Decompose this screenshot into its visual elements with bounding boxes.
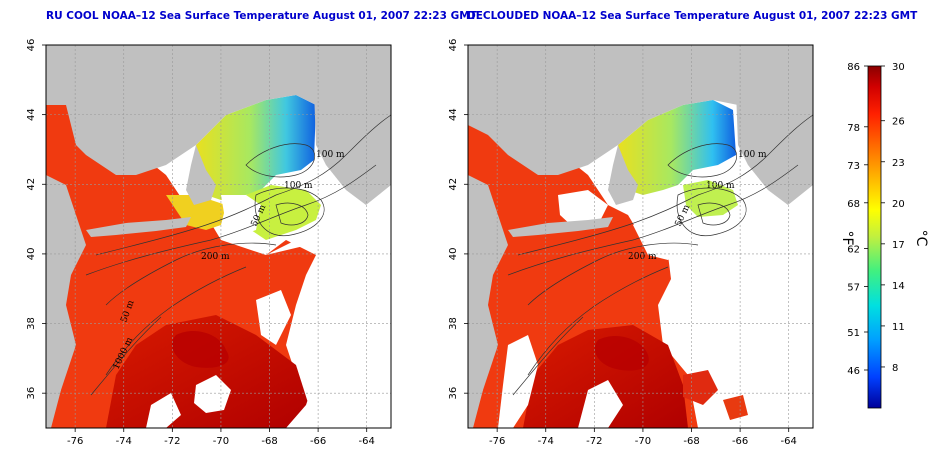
colorbar: 30 26 23 20 17 14 11 8 86 78 73 68 62 57 51 46 °F °C <box>839 62 929 409</box>
sst-shelf <box>166 195 226 230</box>
cloud-patch <box>498 335 538 428</box>
contour-label: 100 m <box>284 181 313 191</box>
cloud-patch <box>668 225 813 428</box>
map-panel-right: 100 m 100 m 50 m 200 m -76 -74 -72 -70 -68 -6… <box>448 39 814 447</box>
sst-gulf-stream <box>106 315 316 428</box>
y-tick-label: 40 <box>26 248 37 261</box>
fahrenheit-tick-label: 78 <box>847 123 860 134</box>
x-tick-label: -68 <box>683 436 699 447</box>
ocean-west-red <box>46 105 76 155</box>
fahrenheit-tick-label: 62 <box>847 244 860 255</box>
contour-label: 100 m <box>706 181 735 191</box>
contour-label: 100 m <box>738 150 767 160</box>
contour-label: 200 m <box>628 252 657 262</box>
fahrenheit-tick-label: 73 <box>847 161 860 172</box>
y-tick-label: 36 <box>26 387 37 400</box>
land-chesapeake <box>46 295 61 428</box>
land-longisland <box>508 217 613 237</box>
contour-label: 100 m <box>316 150 345 160</box>
x-tick-label: -70 <box>635 436 651 447</box>
x-tick-label: -74 <box>116 436 132 447</box>
sst-georges-bank <box>246 185 321 240</box>
celsius-tick-label: 26 <box>892 117 905 128</box>
sst-gulf-stream <box>523 325 688 428</box>
x-tick-label: -64 <box>781 436 797 447</box>
fahrenheit-tick-label: 86 <box>847 62 860 73</box>
x-tick-label: -64 <box>359 436 375 447</box>
cloud-patch <box>558 190 608 227</box>
panel-title-right: DECLOUDED NOAA–12 Sea Surface Temperatur… <box>467 10 918 22</box>
cloud-patch <box>256 290 291 345</box>
axis-ticks: -76 -74 -72 -70 -68 -66 -64 46 44 42 40 38 36 <box>448 39 797 447</box>
celsius-tick-label: 17 <box>892 240 905 251</box>
axis-ticks: -76 -74 -72 -70 -68 -66 -64 46 44 42 40 38 36 <box>26 39 375 447</box>
land-longisland <box>86 217 191 237</box>
y-tick-label: 38 <box>448 317 459 330</box>
x-tick-label: -70 <box>213 436 229 447</box>
fahrenheit-tick-label: 57 <box>847 282 860 293</box>
x-tick-label: -72 <box>164 436 180 447</box>
bathymetry-contours <box>507 114 813 396</box>
celsius-tick-label: 8 <box>892 363 898 374</box>
x-tick-label: -66 <box>310 436 326 447</box>
map-frame <box>45 44 392 429</box>
bathymetry-contours <box>85 114 391 396</box>
map-panel-left: 100 m 100 m 50 m 200 m 50 m 1000 m -76 -7… <box>26 39 392 447</box>
panel-title-left: RU COOL NOAA–12 Sea Surface Temperature … <box>46 10 477 22</box>
sst-patch <box>723 395 748 420</box>
celsius-unit-label: °C <box>913 230 929 247</box>
contour-label: 200 m <box>201 252 230 262</box>
land-chesapeake <box>468 295 483 428</box>
cloud-patch <box>221 195 261 235</box>
colorbar-ticks: 30 26 23 20 17 14 11 8 86 78 73 68 62 57 51 46 <box>847 62 904 377</box>
land-southwest <box>46 175 86 428</box>
celsius-tick-label: 30 <box>892 62 905 73</box>
x-tick-label: -66 <box>732 436 748 447</box>
sst-hot-core <box>594 335 649 371</box>
land-east <box>736 65 813 205</box>
y-tick-label: 44 <box>448 108 459 121</box>
y-tick-label: 36 <box>448 387 459 400</box>
y-tick-label: 42 <box>26 178 37 191</box>
sst-hot-core <box>172 330 229 368</box>
y-tick-label: 38 <box>26 317 37 330</box>
colorbar-gradient <box>867 65 882 409</box>
land-capecod <box>608 145 638 205</box>
y-tick-label: 46 <box>448 39 459 52</box>
fahrenheit-tick-label: 51 <box>847 328 860 339</box>
x-tick-label: -76 <box>489 436 505 447</box>
celsius-tick-label: 20 <box>892 199 905 210</box>
y-tick-label: 42 <box>448 178 459 191</box>
land-east <box>314 65 391 205</box>
x-tick-label: -72 <box>586 436 602 447</box>
map-frame <box>467 44 814 429</box>
fahrenheit-tick-label: 46 <box>847 366 860 377</box>
y-tick-label: 44 <box>26 108 37 121</box>
x-tick-label: -68 <box>261 436 277 447</box>
land-north <box>46 45 391 185</box>
cloud-patch <box>194 375 231 413</box>
cloud-patch <box>266 185 391 428</box>
land-southwest <box>468 175 508 428</box>
land-north <box>468 45 813 185</box>
celsius-tick-label: 11 <box>892 322 905 333</box>
sst-gulf-of-maine <box>196 95 316 200</box>
cloud-patch <box>578 380 623 428</box>
fahrenheit-tick-label: 68 <box>847 199 860 210</box>
land-capecod <box>186 145 216 205</box>
cloud-patch <box>633 215 683 260</box>
sst-gulf-of-maine <box>618 100 736 195</box>
celsius-tick-label: 23 <box>892 158 905 169</box>
celsius-tick-label: 14 <box>892 281 905 292</box>
x-tick-label: -76 <box>67 436 83 447</box>
x-tick-label: -74 <box>538 436 554 447</box>
fahrenheit-unit-label: °F <box>839 230 855 245</box>
y-tick-label: 46 <box>26 39 37 52</box>
y-tick-label: 40 <box>448 248 459 261</box>
